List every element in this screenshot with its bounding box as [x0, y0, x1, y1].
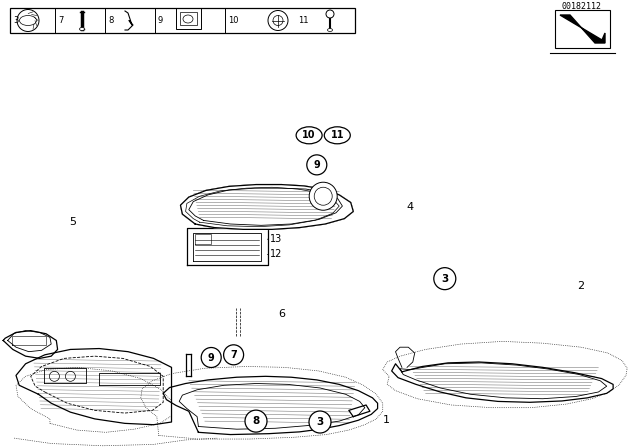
- Text: 3: 3: [13, 16, 19, 25]
- Text: 10: 10: [228, 16, 239, 25]
- Circle shape: [434, 267, 456, 290]
- Text: 9: 9: [158, 16, 163, 25]
- Text: 6: 6: [278, 309, 285, 319]
- Circle shape: [309, 182, 337, 210]
- Circle shape: [309, 411, 331, 433]
- Text: 8: 8: [108, 16, 113, 25]
- Circle shape: [223, 345, 244, 365]
- Text: 12: 12: [270, 250, 282, 259]
- Polygon shape: [560, 15, 605, 43]
- Text: 8: 8: [252, 416, 260, 426]
- Text: 2: 2: [577, 281, 584, 291]
- Text: 10: 10: [302, 130, 316, 140]
- Circle shape: [307, 155, 327, 175]
- Circle shape: [245, 410, 267, 432]
- Bar: [555, 10, 610, 48]
- Text: 11: 11: [330, 130, 344, 140]
- Text: 13: 13: [270, 234, 282, 244]
- Circle shape: [326, 10, 334, 18]
- Text: 7: 7: [58, 16, 63, 25]
- Bar: [180, 12, 197, 25]
- Text: 3: 3: [316, 417, 324, 427]
- Text: 4: 4: [406, 202, 413, 212]
- Text: 00182112: 00182112: [562, 2, 602, 11]
- Text: 11: 11: [298, 16, 308, 25]
- Ellipse shape: [324, 127, 350, 144]
- Bar: [176, 8, 201, 29]
- Bar: [10, 8, 355, 33]
- Text: 7: 7: [230, 350, 237, 360]
- Circle shape: [201, 348, 221, 367]
- Text: 1: 1: [383, 415, 390, 425]
- Ellipse shape: [328, 29, 333, 31]
- Ellipse shape: [79, 27, 84, 30]
- Text: 5: 5: [69, 217, 76, 227]
- Text: 3: 3: [441, 274, 449, 284]
- Text: 9: 9: [314, 160, 320, 170]
- Polygon shape: [180, 185, 353, 229]
- Text: 9: 9: [208, 353, 214, 362]
- Ellipse shape: [296, 127, 322, 144]
